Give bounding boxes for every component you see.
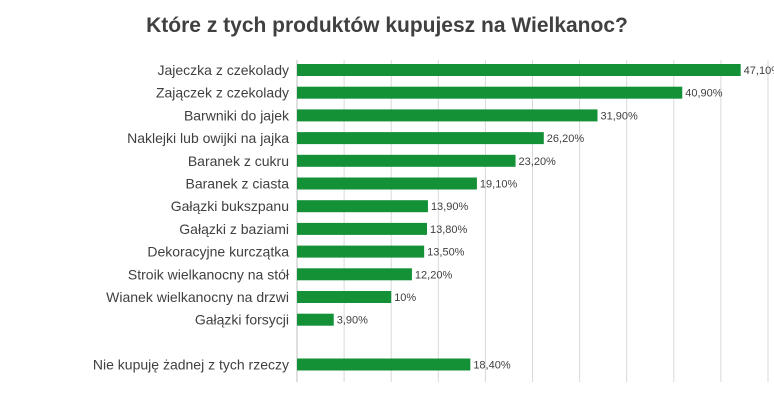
bar (297, 154, 516, 167)
bar (297, 313, 334, 326)
bar (297, 132, 544, 145)
data-label: 26,20% (547, 133, 585, 145)
data-label: 3,90% (337, 315, 368, 327)
data-label: 13,90% (431, 201, 469, 213)
category-label: Gałązki forsycji (195, 312, 289, 328)
data-label: 12,20% (415, 269, 453, 281)
bar (297, 291, 392, 303)
data-label: 13,50% (427, 247, 465, 259)
bar (297, 358, 471, 371)
category-label: Baranek z ciasta (186, 176, 290, 192)
data-label: 47,10% (744, 65, 774, 77)
data-label: 23,20% (519, 156, 557, 168)
bar (297, 86, 683, 99)
bar (297, 64, 741, 76)
category-label: Jajeczka z czekolady (157, 62, 289, 78)
data-label: 10% (394, 292, 416, 304)
category-label: Gałązki bukszpanu (171, 198, 289, 214)
category-label: Nie kupuję żadnej z tych rzeczy (93, 357, 289, 373)
category-label: Gałązki z baziami (179, 221, 289, 237)
category-label: Baranek z cukru (188, 153, 289, 169)
data-label: 31,90% (600, 110, 638, 122)
category-label: Barwniki do jajek (184, 107, 290, 123)
data-label: 19,10% (480, 179, 518, 191)
bar (297, 268, 412, 281)
bar (297, 200, 428, 213)
chart-title: Które z tych produktów kupujesz na Wielk… (146, 14, 628, 37)
data-labels: 47,10% 40,90% 31,90% 26,20% 23,20%19,10% 13,9… (337, 65, 774, 372)
data-label: 13,80% (430, 224, 468, 236)
bar (297, 177, 477, 190)
bar (297, 109, 598, 122)
bar (297, 245, 425, 258)
bar (297, 222, 427, 235)
category-label: Dekoracyjne kurczątka (147, 244, 289, 260)
data-label: 40,90% (685, 88, 723, 100)
category-label: Stroik wielkanocny na stół (128, 266, 290, 282)
category-label: Zajączek z czekolady (156, 85, 289, 101)
category-label: Naklejki lub owijki na jajka (127, 130, 289, 146)
category-label: Wianek wielkanocny na drzwi (106, 289, 289, 305)
data-label: 18,40% (473, 360, 511, 372)
category-labels: Jajeczka z czekolady Zajączek z czekolady… (93, 62, 290, 373)
gridlines (296, 60, 769, 382)
bars (297, 64, 741, 371)
